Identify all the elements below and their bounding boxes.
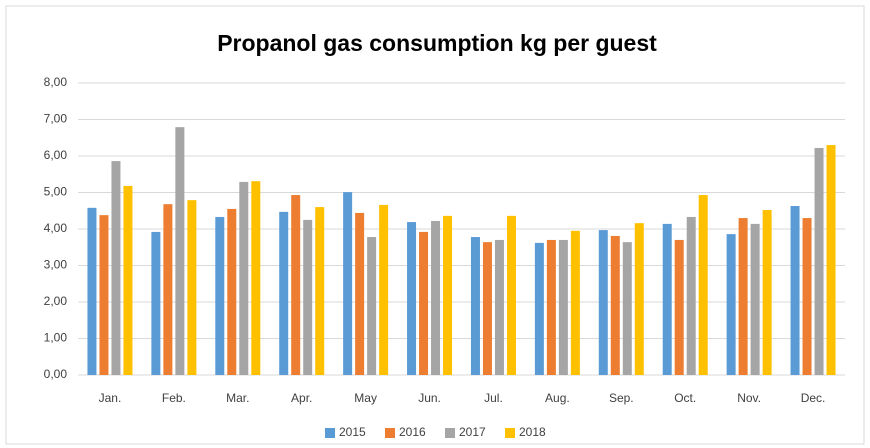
bar <box>443 215 453 375</box>
y-tick-label: 4,00 <box>44 221 68 235</box>
y-tick-label: 3,00 <box>44 258 68 272</box>
bar <box>726 234 736 375</box>
y-tick-label: 8,00 <box>44 75 68 89</box>
legend-label: 2016 <box>399 425 426 439</box>
bar <box>279 211 289 375</box>
x-tick-label: Jun. <box>418 391 441 405</box>
bar <box>367 237 377 375</box>
x-tick-label: Jul. <box>484 391 503 405</box>
bar <box>738 218 748 375</box>
x-tick-label: Aug. <box>545 391 570 405</box>
x-tick-label: Dec. <box>801 391 826 405</box>
x-tick-label: Jan. <box>99 391 122 405</box>
x-tick-label: Apr. <box>291 391 312 405</box>
bar <box>431 220 441 375</box>
bar <box>111 161 121 375</box>
x-tick-label: Mar. <box>226 391 249 405</box>
bar <box>674 239 684 375</box>
bar <box>570 230 580 375</box>
bar <box>750 223 760 375</box>
legend-label: 2018 <box>519 425 546 439</box>
bar <box>482 242 492 375</box>
bar <box>506 215 516 375</box>
y-tick-label: 5,00 <box>44 185 68 199</box>
bar <box>123 185 133 375</box>
bar <box>251 181 261 375</box>
bar <box>802 218 812 375</box>
bar <box>151 231 161 375</box>
legend-swatch <box>325 428 335 438</box>
bar <box>163 204 173 375</box>
bar <box>99 215 109 375</box>
legend-label: 2015 <box>339 425 366 439</box>
bar <box>814 147 824 375</box>
bar <box>175 127 185 375</box>
bar <box>698 195 708 375</box>
y-tick-label: 6,00 <box>44 148 68 162</box>
bar <box>826 145 836 375</box>
bar <box>315 207 325 375</box>
bar <box>355 212 365 375</box>
x-tick-label: Feb. <box>162 391 186 405</box>
bar <box>303 219 313 375</box>
bar <box>187 200 197 375</box>
bar <box>686 216 696 375</box>
bar <box>622 242 632 375</box>
x-tick-label: May <box>354 391 377 405</box>
bar <box>790 206 800 375</box>
bar <box>470 237 480 375</box>
bar <box>87 207 97 375</box>
bar <box>762 210 772 375</box>
legend-swatch <box>445 428 455 438</box>
y-tick-label: 7,00 <box>44 112 68 126</box>
legend-label: 2017 <box>459 425 486 439</box>
y-tick-label: 2,00 <box>44 294 68 308</box>
y-tick-label: 1,00 <box>44 331 68 345</box>
bar <box>291 195 301 375</box>
bar <box>534 242 544 375</box>
bar <box>239 181 249 375</box>
y-tick-label: 0,00 <box>44 367 68 381</box>
bar <box>379 204 389 375</box>
bar <box>227 208 237 375</box>
bar <box>419 231 429 375</box>
bar <box>215 216 225 375</box>
bar <box>407 222 417 375</box>
x-tick-label: Nov. <box>737 391 761 405</box>
bar <box>546 239 556 375</box>
chart-title: Propanol gas consumption kg per guest <box>217 30 657 56</box>
bar <box>558 239 568 375</box>
x-tick-label: Sep. <box>609 391 634 405</box>
x-tick-label: Oct. <box>674 391 696 405</box>
bar <box>662 223 672 375</box>
bar <box>494 239 504 375</box>
legend-swatch <box>385 428 395 438</box>
bar <box>343 192 353 375</box>
bar <box>610 235 620 375</box>
legend-swatch <box>505 428 515 438</box>
bar <box>634 223 644 375</box>
bar <box>598 230 608 375</box>
